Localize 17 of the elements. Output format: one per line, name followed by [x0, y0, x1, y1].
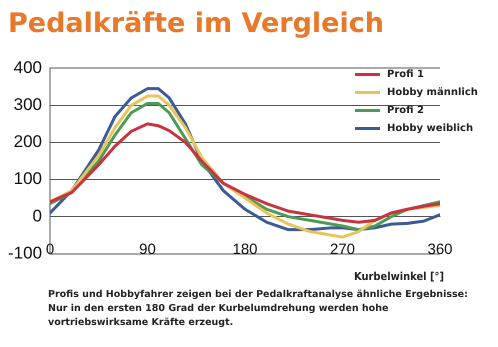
text: Profis und Hobbyfahrer zeigen bei der Pedalkraftanalyse ähnliche Ergebnisse: Nur in den ersten 180 Grad der Kurbelumdrehung werden hohe vortriebswirksame Kräfte erzeugt.: [48, 288, 468, 330]
legend-label: Profi 1: [387, 68, 424, 80]
x-tick-label: 180: [232, 240, 258, 258]
y-tick-label: -100: [8, 243, 42, 262]
y-tick-label: 400: [14, 58, 42, 77]
legend-label: Hobby männlich: [387, 86, 478, 98]
chart-title: Pedalkräfte im Vergleich: [8, 8, 384, 39]
legend-label: Profi 2: [387, 104, 424, 116]
x-tick-label: 360: [427, 240, 453, 258]
x-axis-title: Kurbelwinkel [°]: [354, 270, 444, 283]
legend-label: Hobby weiblich: [387, 122, 474, 134]
y-tick-label: 0: [32, 206, 42, 226]
y-tick-label: 100: [14, 169, 42, 188]
y-tick-label: 300: [14, 95, 42, 114]
x-tick-label: 270: [330, 240, 356, 258]
x-tick-label: 90: [139, 240, 156, 258]
y-tick-label: 200: [14, 132, 42, 152]
